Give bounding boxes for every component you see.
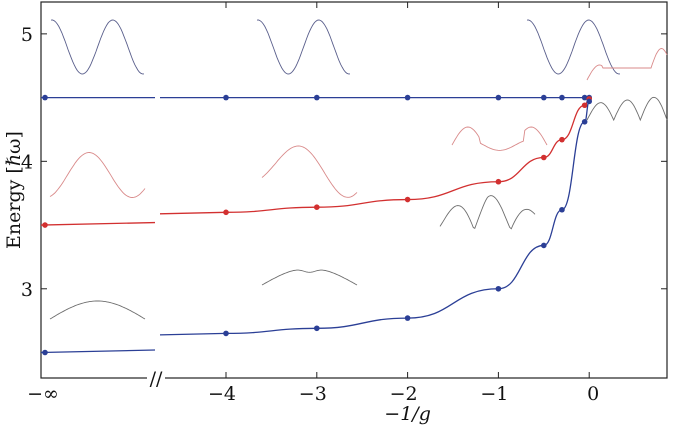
series-2-point <box>495 285 502 292</box>
series-0-limit-point <box>42 94 48 101</box>
series-1-point <box>581 102 588 109</box>
series-2-limit-point <box>42 349 48 356</box>
series-1-point <box>559 136 565 143</box>
inset-wave-edge-red <box>586 48 668 81</box>
inset-wave-low-left <box>49 300 146 320</box>
series-0-point <box>581 94 588 101</box>
series-2-point <box>581 119 588 125</box>
series-1-point <box>541 154 547 161</box>
x-tick-label-minus-infinity: −∞ <box>27 383 59 405</box>
series-0-point <box>541 94 547 101</box>
series-2-point <box>559 206 565 213</box>
series-2-left-line <box>40 349 156 354</box>
series-1-limit-point <box>42 222 48 228</box>
y-axis-label: Energy [ℏω] <box>3 131 25 249</box>
x-tick-label: −1 <box>480 383 508 405</box>
x-tick-label: 0 <box>587 383 599 405</box>
series-2-point <box>223 330 229 337</box>
x-tick-label: −3 <box>299 383 327 405</box>
series-0-point <box>314 94 320 101</box>
inset-wave-top-mid <box>256 19 350 75</box>
series-1-point <box>495 178 502 185</box>
series-0-point <box>559 94 565 101</box>
axis-break-mark: // <box>150 368 163 390</box>
series-2-point <box>586 98 592 105</box>
x-tick-label: −4 <box>208 383 236 405</box>
inset-wave-top-left <box>50 19 144 75</box>
series-2-point <box>314 325 320 332</box>
series-0-point <box>404 94 411 101</box>
x-axis-label: −1/g <box>384 403 431 425</box>
series-1-point <box>314 204 320 211</box>
plot-frame <box>40 1 668 379</box>
inset-wave-edge-gray <box>586 96 668 122</box>
series-2-point <box>541 242 547 249</box>
series-1-point <box>223 209 229 216</box>
series-0-point <box>495 94 502 101</box>
series-2-line <box>159 100 590 336</box>
inset-wave-top-right <box>526 19 620 75</box>
inset-wave-low-right <box>439 195 536 230</box>
inset-wave-mid-right <box>451 126 548 151</box>
y-tick-label: 3 <box>21 279 33 301</box>
inset-wave-low-center <box>261 269 358 286</box>
y-tick-label: 5 <box>21 24 33 46</box>
series-1-left-line <box>40 221 156 226</box>
series-1-point <box>404 196 411 203</box>
series-0-point <box>223 94 229 101</box>
inset-wave-mid-center <box>261 145 358 198</box>
inset-wave-mid-left <box>49 152 146 198</box>
axis-break-gap <box>147 372 165 384</box>
x-tick-label: −2 <box>390 383 418 405</box>
series-1-line <box>159 98 590 215</box>
series-2-point <box>404 315 411 321</box>
y-tick-label: 4 <box>21 151 33 173</box>
